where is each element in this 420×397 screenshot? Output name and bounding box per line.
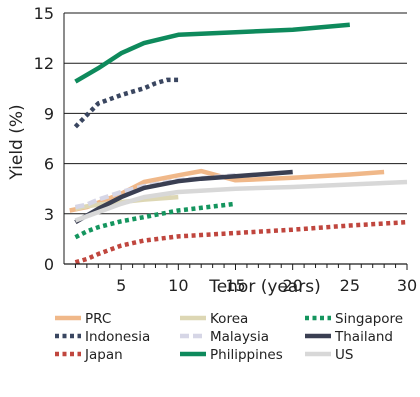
x-tick-label: 20 xyxy=(282,276,302,295)
x-tick-label: 30 xyxy=(397,276,417,295)
series-line-philippines xyxy=(74,22,350,84)
x-tick-label: 10 xyxy=(168,276,188,295)
series-line-indonesia xyxy=(73,77,179,129)
legend-label-prc: PRC xyxy=(85,311,111,327)
y-tick-label: 0 xyxy=(44,255,54,274)
legend-label-japan: Japan xyxy=(84,347,123,363)
y-tick-label: 9 xyxy=(44,104,54,123)
legend-label-thailand: Thailand xyxy=(334,329,393,345)
x-tick-label: 5 xyxy=(116,276,126,295)
legend-label-us: US xyxy=(335,347,353,363)
y-axis-label: Yield (%) xyxy=(7,104,27,180)
series-line-japan xyxy=(74,219,408,265)
legend-label-philippines: Philippines xyxy=(210,347,283,363)
legend-label-singapore: Singapore xyxy=(335,311,403,327)
series-line-us xyxy=(74,179,408,223)
axes-layer: 0 3 6 9 12 15 5 10 15 20 25 30 xyxy=(34,4,418,295)
x-tick-label: 25 xyxy=(340,276,360,295)
series-line-prc xyxy=(69,168,385,213)
series-line-singapore xyxy=(74,201,236,240)
legend-label-indonesia: Indonesia xyxy=(85,329,150,345)
legend: PRC Indonesia Japan Korea Malaysia Philippine… xyxy=(55,311,403,363)
legend-label-korea: Korea xyxy=(210,311,248,327)
grid-layer xyxy=(64,12,407,215)
y-tick-label: 6 xyxy=(44,155,54,174)
legend-label-malaysia: Malaysia xyxy=(210,329,269,345)
x-axis-label: Tenor (years) xyxy=(208,277,321,297)
x-tick-label: 15 xyxy=(225,276,245,295)
series-line-thailand xyxy=(74,169,293,225)
series-layer xyxy=(69,22,408,265)
y-tick-label: 3 xyxy=(44,205,54,224)
y-tick-label: 12 xyxy=(34,54,54,73)
y-tick-label: 15 xyxy=(34,4,54,23)
